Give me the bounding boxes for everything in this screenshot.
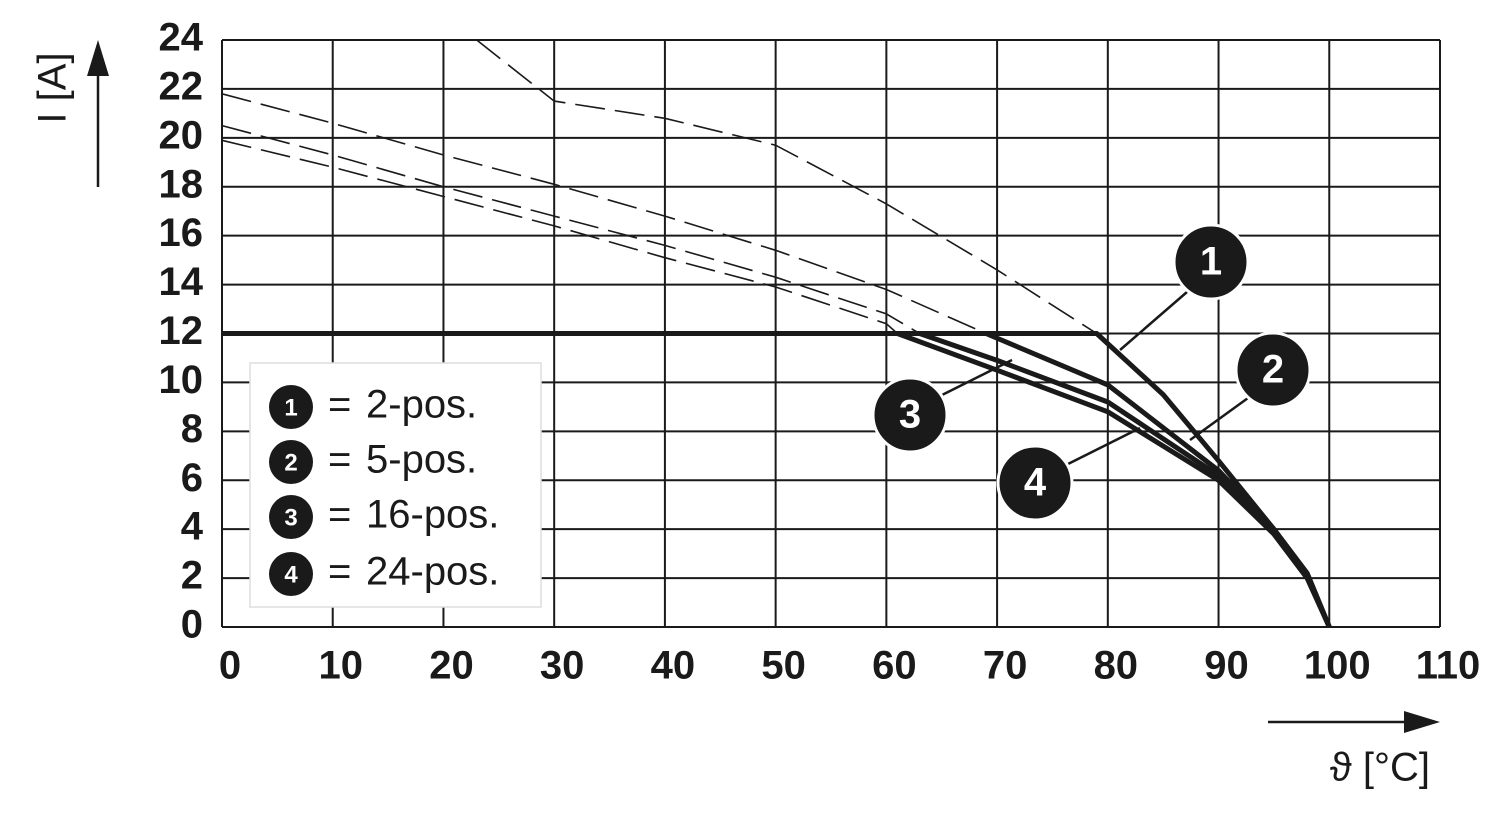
legend-separator: = [328,383,351,427]
y-axis-label: I [A] [31,52,75,123]
callout-number: 3 [899,393,921,437]
legend-badge-number: 4 [284,561,298,588]
x-tick-label: 60 [872,644,917,688]
legend-separator: = [328,493,351,537]
legend-badge [269,495,313,539]
legend-separator: = [328,438,351,482]
legend-label: 5-pos. [366,438,477,482]
y-tick-label: 24 [159,16,204,60]
callout-leader [1065,426,1141,467]
x-tick-label: 100 [1304,644,1371,688]
y-tick-label: 4 [181,505,204,549]
y-tick-label: 20 [159,113,204,157]
callout-leader [1189,396,1249,442]
y-tick-label: 18 [159,162,204,206]
callout-badge [1172,223,1250,301]
x-tick-label: 10 [318,644,363,688]
legend-label: 16-pos. [366,493,499,537]
legend-badge-number: 1 [284,394,297,421]
legend-label: 24-pos. [366,550,499,594]
callout-number: 2 [1262,348,1284,392]
legend-badge-number: 2 [284,449,297,476]
legend-badge-number: 3 [284,504,297,531]
y-axis-arrowhead [87,40,109,76]
x-tick-label: 40 [651,644,696,688]
callouts: 1 2 3 4 [871,223,1312,522]
legend-label: 2-pos. [366,383,477,427]
x-tick-label: 0 [219,644,241,688]
x-tick-label: 20 [429,644,474,688]
y-tick-label: 0 [181,603,203,647]
dashed-curve [476,39,1098,335]
x-axis-label: ϑ [°C] [1330,746,1430,790]
x-tick-label: 90 [1204,644,1249,688]
callout-badge [871,376,949,454]
legend: 1 = 2-pos. 2 = 5-pos. 3 = 16-pos. 4 = 24-pos. [269,383,499,596]
y-tick-label: 16 [159,211,204,255]
curves [221,39,1332,629]
y-tick-label: 2 [181,554,203,598]
legend-separator: = [328,550,351,594]
dashed-curve [221,139,898,335]
dashed-curve [221,93,987,335]
y-tick-label: 22 [159,64,204,108]
y-tick-label: 14 [159,260,204,304]
callout-leader [939,358,1013,398]
legend-badge [269,552,313,596]
x-axis-arrowhead [1404,711,1440,733]
y-tick-label: 8 [181,407,203,451]
y-tick-label: 10 [159,358,204,402]
dashed-curve [221,124,921,335]
x-tick-label: 70 [983,644,1028,688]
x-tick-label: 50 [761,644,806,688]
x-tick-label: 30 [540,644,585,688]
y-tick-label: 6 [181,456,203,500]
y-tick-label: 12 [159,309,204,353]
callout-leader [1119,291,1188,351]
callout-number: 4 [1024,461,1047,505]
derating-curve [222,331,1332,629]
x-tick-label: 80 [1094,644,1139,688]
legend-badge [269,385,313,429]
x-tick-label: 110 [1416,644,1481,688]
callout-badge [1234,331,1312,409]
callout-badge [996,444,1074,522]
legend-badge [269,440,313,484]
callout-number: 1 [1200,240,1222,284]
